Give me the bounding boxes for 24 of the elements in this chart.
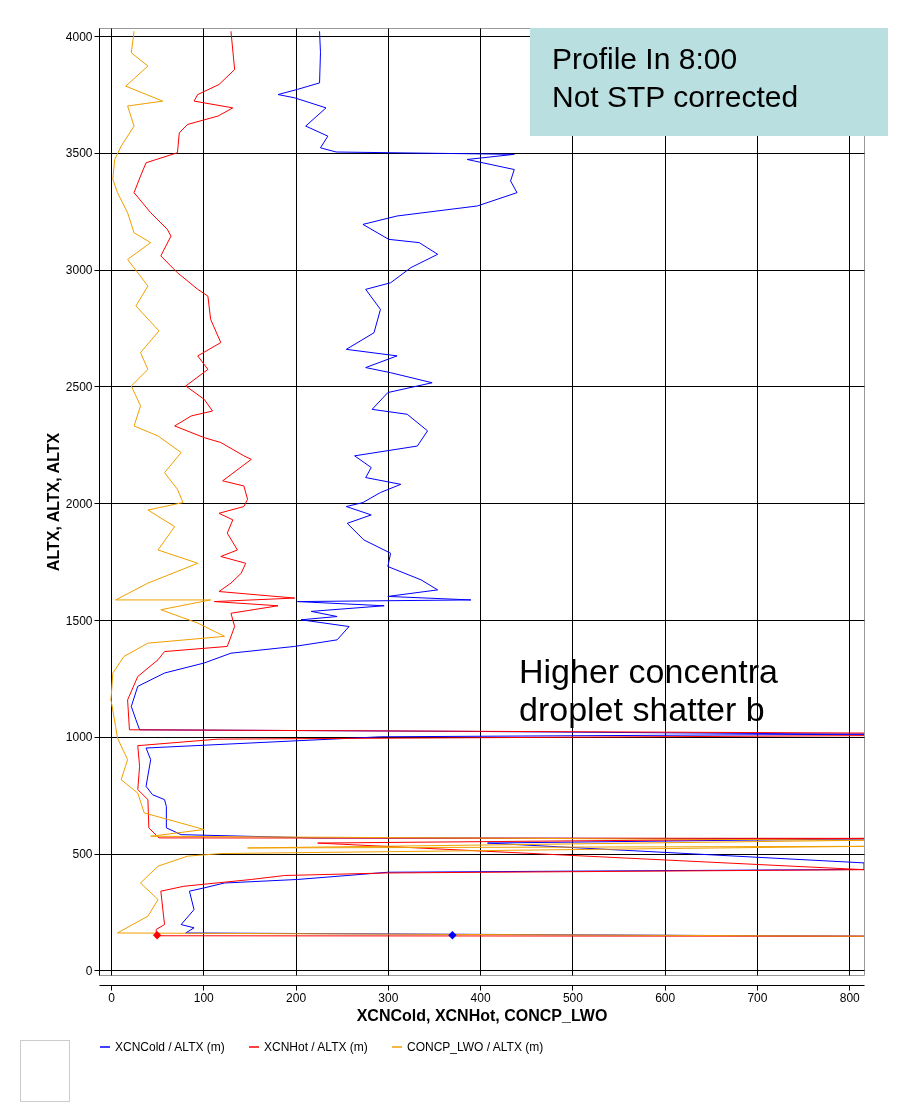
y-axis-title: ALTX, ALTX, ALTX <box>44 432 62 572</box>
x-tick-label: 500 <box>562 990 584 1005</box>
legend-label: XCNHot / ALTX (m) <box>264 1040 368 1054</box>
legend-label: XCNCold / ALTX (m) <box>115 1040 225 1054</box>
y-tick-label: 0 <box>85 963 93 978</box>
y-tick-label: 1500 <box>65 613 93 628</box>
y-tick-label: 2000 <box>65 496 93 511</box>
y-tick-label: 3500 <box>65 146 93 161</box>
x-tick-label: 100 <box>193 990 215 1005</box>
legend-label: CONCP_LWO / ALTX (m) <box>407 1040 544 1054</box>
x-tick-label: 300 <box>378 990 399 1005</box>
x-tick-label: 600 <box>655 990 676 1005</box>
y-tick-label: 4000 <box>65 29 93 44</box>
y-tick-label: 2500 <box>65 379 93 394</box>
x-tick-label: 400 <box>470 990 491 1005</box>
x-tick-label: 700 <box>747 990 768 1005</box>
y-tick-label: 3000 <box>65 263 93 278</box>
y-tick-label: 1000 <box>65 730 93 745</box>
x-tick-label: 0 <box>108 990 116 1005</box>
x-axis-title: XCNCold, XCNHot, CONCP_LWO <box>356 1006 608 1024</box>
y-tick-label: 500 <box>72 847 93 862</box>
x-tick-label: 800 <box>839 990 861 1005</box>
note-box: Profile In 8:00 Not STP corrected <box>530 28 888 136</box>
x-tick-label: 200 <box>286 990 307 1005</box>
